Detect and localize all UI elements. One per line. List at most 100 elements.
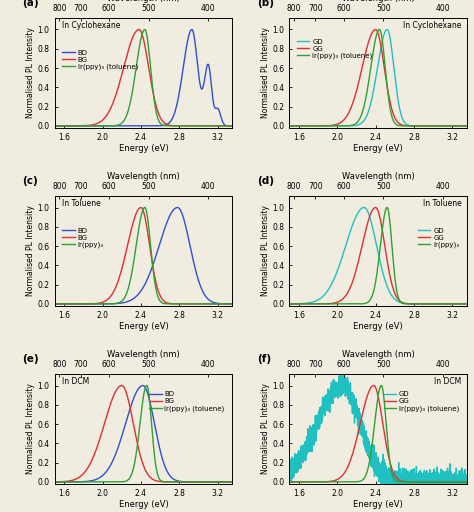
- X-axis label: Energy (eV): Energy (eV): [118, 322, 168, 331]
- Legend: GD, GG, Ir(ppy)₃ (toluene): GD, GG, Ir(ppy)₃ (toluene): [383, 391, 460, 413]
- Ir(ppy)₃: [461, 301, 466, 307]
- GD: [355, 412, 360, 418]
- Y-axis label: Normalised PL Intensity: Normalised PL Intensity: [261, 28, 270, 118]
- Text: (d): (d): [257, 176, 274, 186]
- Text: (a): (a): [23, 0, 39, 8]
- GG: [317, 479, 323, 485]
- Y-axis label: Normalised PL Intensity: Normalised PL Intensity: [27, 205, 36, 296]
- Ir(ppy)₃ (toluene): [82, 123, 88, 129]
- GG: [464, 301, 470, 307]
- Line: Ir(ppy)₃ (toluene): Ir(ppy)₃ (toluene): [289, 386, 467, 482]
- Ir(ppy)₃ (toluene): [128, 474, 133, 480]
- X-axis label: Energy (eV): Energy (eV): [118, 500, 168, 509]
- Ir(ppy)₃ (toluene): [362, 474, 368, 480]
- Line: BG: BG: [55, 30, 232, 126]
- BG: [128, 40, 133, 47]
- GD: [441, 123, 447, 129]
- GD: [441, 301, 447, 307]
- BD: [226, 479, 232, 485]
- Ir(ppy)₃: [307, 301, 312, 307]
- GD: [464, 123, 470, 129]
- BD: [128, 404, 133, 411]
- Ir(ppy)₃ (toluene): [464, 123, 470, 129]
- GD: [361, 204, 367, 210]
- Text: In Toluene: In Toluene: [423, 199, 462, 208]
- GG: [286, 301, 292, 307]
- GD: [307, 123, 312, 129]
- BG: [128, 230, 133, 237]
- Ir(ppy)₃ (toluene): [317, 479, 323, 485]
- Ir(ppy)₃: [384, 204, 390, 210]
- Ir(ppy)₃ (toluene): [286, 123, 292, 129]
- Ir(ppy)₃ (toluene): [82, 479, 88, 485]
- BG: [229, 479, 235, 485]
- GG: [373, 204, 378, 210]
- Line: GG: GG: [289, 30, 467, 126]
- GD: [362, 205, 368, 211]
- Ir(ppy)₃: [362, 301, 368, 307]
- GD: [445, 496, 450, 502]
- X-axis label: Wavelength (nm): Wavelength (nm): [342, 0, 414, 3]
- Ir(ppy)₃: [229, 301, 235, 307]
- GD: [286, 301, 292, 307]
- Ir(ppy)₃: [464, 301, 470, 307]
- BG: [207, 123, 212, 129]
- BG: [120, 263, 126, 269]
- BG: [119, 382, 125, 389]
- Ir(ppy)₃: [82, 301, 88, 307]
- X-axis label: Wavelength (nm): Wavelength (nm): [342, 350, 414, 359]
- Ir(ppy)₃ (toluene): [464, 479, 470, 485]
- GG: [307, 301, 312, 307]
- Text: (c): (c): [23, 176, 38, 186]
- Ir(ppy)₃ (toluene): [441, 479, 447, 485]
- GG: [355, 84, 360, 91]
- Legend: GD, GG, Ir(ppy)₃ (toluene): GD, GG, Ir(ppy)₃ (toluene): [296, 38, 373, 60]
- Line: Ir(ppy)₃: Ir(ppy)₃: [55, 207, 232, 304]
- Ir(ppy)₃ (toluene): [286, 479, 292, 485]
- BD: [52, 123, 57, 129]
- Ir(ppy)₃ (toluene): [120, 119, 126, 125]
- GG: [461, 123, 466, 129]
- X-axis label: Wavelength (nm): Wavelength (nm): [107, 350, 180, 359]
- GD: [355, 211, 360, 217]
- Ir(ppy)₃ (toluene): [72, 479, 78, 485]
- BD: [72, 479, 78, 485]
- BD: [207, 297, 212, 304]
- Ir(ppy)₃: [286, 301, 292, 307]
- Line: GG: GG: [289, 207, 467, 304]
- Legend: GD, GG, Ir(ppy)₃: GD, GG, Ir(ppy)₃: [417, 227, 460, 249]
- BD: [128, 123, 133, 129]
- Text: In Cyclohexane: In Cyclohexane: [403, 21, 462, 30]
- Ir(ppy)₃ (toluene): [128, 99, 133, 105]
- Line: Ir(ppy)₃ (toluene): Ir(ppy)₃ (toluene): [289, 30, 467, 126]
- Ir(ppy)₃ (toluene): [120, 479, 126, 485]
- X-axis label: Wavelength (nm): Wavelength (nm): [107, 173, 180, 181]
- BD: [72, 301, 78, 307]
- BD: [226, 123, 232, 129]
- Ir(ppy)₃ (toluene): [72, 123, 78, 129]
- GD: [317, 420, 323, 426]
- BG: [120, 383, 126, 389]
- Line: BD: BD: [55, 207, 232, 304]
- BG: [207, 479, 212, 485]
- Ir(ppy)₃ (toluene): [307, 123, 312, 129]
- Ir(ppy)₃ (toluene): [229, 479, 235, 485]
- Ir(ppy)₃ (toluene): [142, 27, 148, 33]
- GD: [461, 123, 466, 129]
- X-axis label: Energy (eV): Energy (eV): [118, 144, 168, 153]
- GG: [371, 382, 376, 389]
- GD: [307, 445, 312, 451]
- Line: Ir(ppy)₃ (toluene): Ir(ppy)₃ (toluene): [55, 30, 232, 126]
- X-axis label: Energy (eV): Energy (eV): [353, 500, 403, 509]
- Line: BD: BD: [55, 386, 232, 482]
- BD: [207, 479, 212, 485]
- GD: [464, 301, 470, 307]
- Line: Ir(ppy)₃: Ir(ppy)₃: [289, 207, 467, 304]
- BD: [174, 204, 180, 210]
- BG: [72, 123, 78, 129]
- Ir(ppy)₃ (toluene): [52, 123, 57, 129]
- GG: [362, 52, 368, 58]
- Line: BD: BD: [55, 30, 232, 126]
- BD: [82, 478, 88, 484]
- GD: [464, 478, 470, 484]
